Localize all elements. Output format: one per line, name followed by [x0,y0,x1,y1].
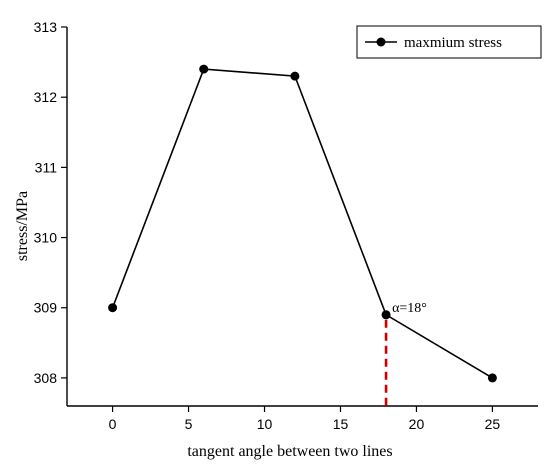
y-axis-title: stress/MPa [14,191,31,261]
y-tick-label: 308 [34,370,58,386]
data-point [199,64,209,74]
y-tick-label: 312 [34,89,58,105]
x-axis-title: tangent angle between two lines [187,443,392,460]
y-tick-label: 313 [34,19,58,35]
x-tick-label: 20 [409,416,425,432]
data-point [381,310,391,320]
data-point [487,373,497,383]
x-tick-label: 25 [485,416,501,432]
y-tick-label: 310 [34,230,58,246]
series [108,64,497,383]
ticks: 0 5 10 15 20 25 308 309 310 311 312 313 [34,19,501,432]
x-tick-label: 0 [109,416,117,432]
axes [66,27,538,407]
x-tick-label: 5 [185,416,193,432]
y-tick-label: 309 [34,300,58,316]
data-point [290,71,300,81]
legend: maxmium stress [356,25,542,59]
x-tick-label: 15 [333,416,349,432]
legend-marker [376,37,386,47]
annotations: α=18° [384,301,427,406]
legend-entry-maxmium-stress: maxmium stress [404,35,502,51]
x-tick-label: 10 [257,416,273,432]
annotation-label: α=18° [392,301,427,316]
series-line [111,68,493,379]
y-tick-label: 311 [35,159,58,175]
data-point [108,303,118,313]
